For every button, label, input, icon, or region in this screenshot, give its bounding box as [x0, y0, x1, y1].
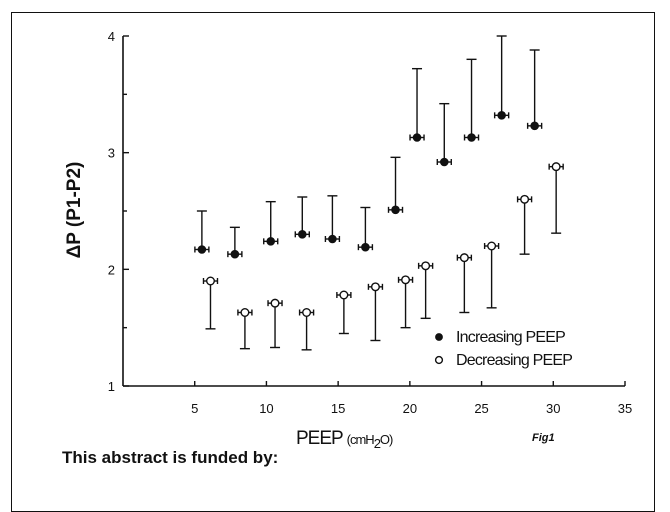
- data-point: [497, 111, 506, 120]
- x-axis-unit-subscript: 2: [374, 436, 381, 451]
- data-point: [467, 133, 476, 142]
- data-point: [370, 282, 380, 292]
- data-point: [297, 230, 307, 239]
- data-point: [339, 290, 349, 300]
- data-marks: [194, 35, 564, 351]
- data-point: [439, 157, 449, 167]
- data-point: [240, 308, 250, 318]
- y-tick-label: 3: [108, 146, 115, 161]
- data-point: [530, 121, 539, 131]
- axis-labels: ΔP (P1-P2)PEEP (cmH2O) Fig1: [64, 162, 555, 451]
- legend-label: Decreasing PEEP: [456, 352, 572, 369]
- data-point: [197, 245, 207, 254]
- data-point: [551, 162, 561, 172]
- figure-label: Fig1: [532, 432, 555, 444]
- x-tick-label: 25: [474, 401, 488, 416]
- data-point: [266, 237, 276, 246]
- legend: Increasing PEEP Decreasing PEEP: [434, 329, 573, 369]
- data-point: [412, 133, 422, 142]
- y-tick-label: 4: [108, 29, 115, 44]
- data-point: [230, 249, 240, 259]
- x-tick-label: 20: [403, 401, 417, 416]
- axes: 1 2 3 4 5 10 15 20 25 30 35: [108, 29, 632, 416]
- series-decreasing-peep: [202, 162, 564, 351]
- data-point: [421, 261, 431, 271]
- x-axis-label-main: PEEP: [296, 428, 347, 449]
- y-tick-label: 2: [108, 262, 115, 277]
- data-point: [459, 253, 469, 263]
- legend-marker: [435, 333, 443, 341]
- data-point: [302, 308, 312, 318]
- data-point: [520, 194, 530, 204]
- x-tick-label: 35: [618, 401, 632, 416]
- data-point: [487, 241, 497, 251]
- data-point: [328, 234, 337, 244]
- x-axis-unit: (cmH: [347, 432, 375, 447]
- x-tick-label: 15: [331, 401, 345, 416]
- x-tick-label: 30: [546, 401, 560, 416]
- x-axis-unit-suffix: O): [380, 432, 393, 447]
- legend-label: Increasing PEEP: [456, 329, 565, 346]
- y-axis-label: ΔP (P1-P2): [64, 162, 85, 259]
- y-tick-label: 1: [108, 379, 115, 394]
- legend-marker: [434, 355, 444, 365]
- data-point: [205, 276, 215, 286]
- x-axis-label: PEEP (cmH2O): [296, 428, 393, 451]
- data-point: [270, 298, 280, 308]
- data-point: [401, 275, 411, 285]
- series-increasing-peep: [194, 35, 543, 259]
- peep-scatter-chart: 1 2 3 4 5 10 15 20 25 30 35 Increasing PEEP Decreas…: [64, 29, 632, 451]
- data-point: [391, 205, 400, 215]
- x-tick-label: 10: [259, 401, 273, 416]
- data-point: [361, 242, 370, 252]
- x-tick-label: 5: [191, 401, 198, 416]
- funding-note: This abstract is funded by:: [62, 448, 279, 467]
